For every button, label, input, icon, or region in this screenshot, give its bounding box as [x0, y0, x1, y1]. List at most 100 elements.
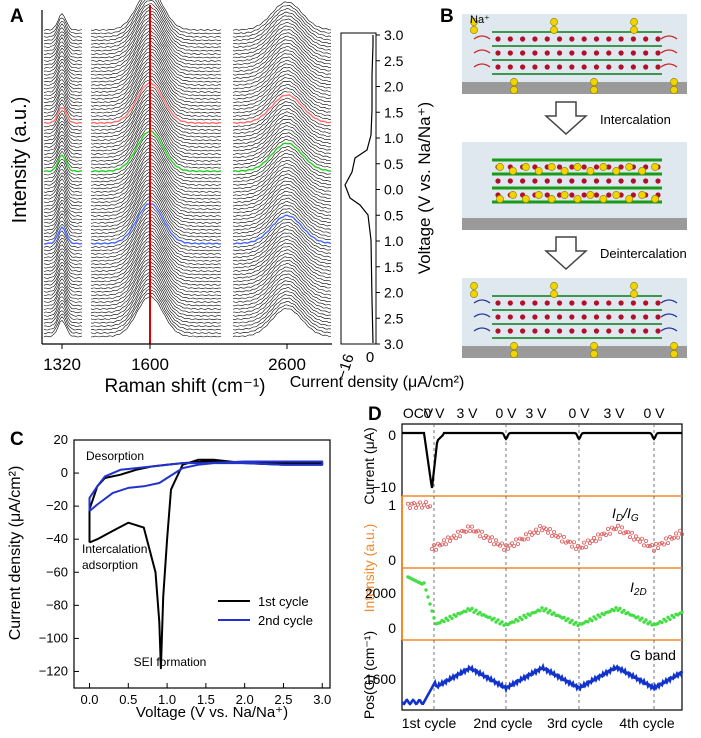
- spectrum-line: [232, 25, 332, 55]
- spectrum-line: [43, 182, 83, 200]
- spectrum-line: [232, 235, 332, 265]
- spectrum-line: [43, 248, 83, 266]
- spectrum-line: [43, 148, 83, 166]
- spectrum-line: [90, 213, 222, 255]
- voltage-tick: 0.0: [384, 182, 404, 198]
- spectrum-line: [43, 172, 83, 190]
- spectrum-line: [90, 268, 222, 310]
- top-label: 3 V: [456, 405, 478, 421]
- spectrum-line: [43, 202, 83, 221]
- spectrum-line: [43, 305, 83, 324]
- spectrum-line: [90, 147, 222, 190]
- label-gband: G band: [630, 647, 676, 663]
- spectrum-line: [232, 11, 332, 42]
- spectrum-line: [43, 161, 83, 179]
- tick-current-0: 0: [388, 427, 396, 443]
- spectrum-line: [232, 173, 332, 203]
- spectrum-line: [90, 0, 222, 31]
- spectrum-line: [90, 16, 222, 59]
- spectrum-line: [43, 93, 83, 110]
- spectrum-line: [90, 38, 222, 80]
- spectrum-line: [232, 121, 332, 152]
- spectrum-line: [90, 144, 222, 186]
- spectrum-line: [232, 194, 332, 224]
- spectrum-line: [90, 62, 222, 104]
- spectrum-line: [43, 61, 83, 80]
- spectrum-line: [90, 227, 222, 269]
- spectrum-line: [232, 262, 332, 293]
- step-deintercalation: Deintercalation: [600, 246, 687, 261]
- spectrum-line: [232, 273, 332, 303]
- spectrum-line: [232, 115, 332, 145]
- spectrum-line: [90, 247, 222, 290]
- label-i2d: I2D: [630, 579, 647, 598]
- spectrum-line: [43, 296, 83, 314]
- spectrum-line: [232, 276, 332, 307]
- spectrum-line: [43, 251, 83, 269]
- spectrum-line: [232, 56, 332, 86]
- spectrum-line: [90, 24, 222, 66]
- spectrum-line: [43, 220, 83, 238]
- spectrum-line: [232, 300, 332, 331]
- spectrum-line: [43, 302, 83, 321]
- top-label: 0 V: [568, 405, 590, 421]
- spectrum-line: [43, 83, 83, 100]
- spectrum-line: [90, 151, 222, 193]
- spectrum-line: [232, 4, 332, 35]
- ylabel-current: Current (μA): [361, 427, 377, 504]
- spectrum-line: [232, 249, 332, 279]
- spectrum-line: [90, 279, 222, 321]
- spectrum-line: [90, 271, 222, 314]
- i2d-markers: [406, 575, 684, 628]
- spectrum-line: [90, 109, 222, 152]
- spectrum-line: [232, 125, 332, 155]
- spectrum-line: [43, 192, 83, 210]
- tick-ratio-0: 0: [388, 552, 396, 568]
- spectrum-line: [43, 137, 83, 155]
- voltage-tick: 1.5: [384, 104, 404, 120]
- spectrum-line: [90, 0, 222, 35]
- current-density-label: Current density (μA/cm²): [290, 374, 465, 391]
- spectrum-line: [232, 146, 332, 176]
- spectrum-line: [232, 183, 332, 214]
- spectrum-line: [91, 168, 222, 210]
- arrow-deintercalation-icon: [544, 236, 588, 271]
- spectrum-line: [232, 59, 332, 90]
- spectrum-line: [90, 114, 221, 155]
- spectrum-line: [43, 244, 83, 262]
- spectrum-line: [232, 287, 331, 317]
- spectrum-line: [232, 259, 332, 290]
- spectrum-line: [43, 258, 83, 276]
- spectrum-line: [232, 180, 332, 210]
- spectrum-line: [43, 55, 83, 73]
- tick-1600: 1600: [131, 355, 169, 374]
- cv-y-tick: −120: [39, 663, 68, 678]
- spectrum-line: [43, 85, 83, 104]
- spectrum-line: [43, 264, 83, 283]
- cv-x-tick: 0.5: [119, 692, 137, 707]
- spectrum-line: [43, 120, 83, 138]
- spectrum-line: [90, 154, 222, 197]
- spectrum-line: [43, 154, 83, 173]
- arrow-intercalation-icon: [544, 101, 588, 136]
- spectrum-line: [43, 206, 82, 224]
- spectrum-line: [90, 282, 222, 324]
- panel-c-label: C: [10, 429, 24, 450]
- spectrum-line: [90, 34, 222, 76]
- spectrum-line: [232, 221, 332, 252]
- spectrum-line: [43, 131, 83, 148]
- spectrum-line: [90, 192, 222, 235]
- spectrum-line: [232, 270, 332, 300]
- spectrum-line: [90, 54, 222, 97]
- spectrum-line: [43, 164, 83, 183]
- spectrum-line: [90, 241, 222, 283]
- voltage-tick: 0.5: [384, 156, 404, 172]
- spectrum-line: [232, 187, 332, 217]
- label-id-ig: ID/IG: [612, 505, 639, 524]
- spectrum-line: [43, 88, 83, 107]
- spectrum-line: [90, 92, 222, 135]
- spectrum-line: [90, 133, 222, 176]
- annotation-adsorption: adsorption: [82, 558, 138, 572]
- spectrum-line: [232, 63, 332, 93]
- tick-current-neg10: −10: [372, 479, 396, 495]
